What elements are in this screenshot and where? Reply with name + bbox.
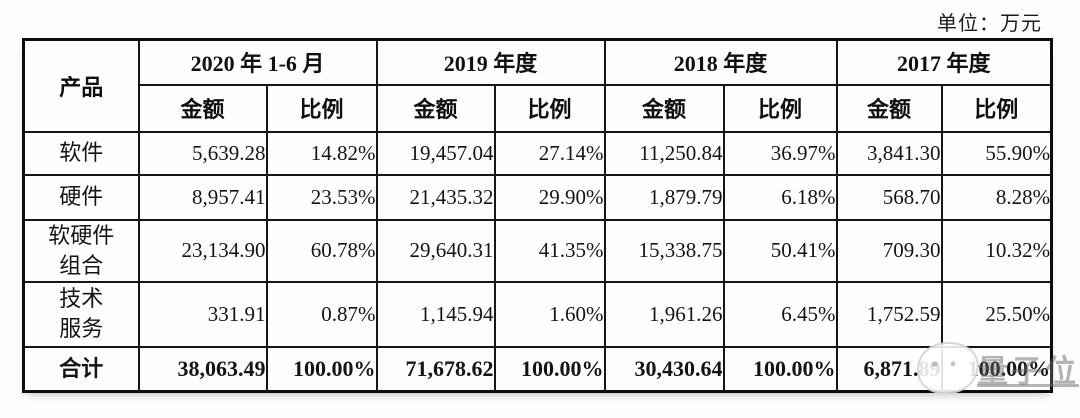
table-row-combo: 软硬件 组合 23,134.90 60.78% 29,640.31 41.35%… [22,218,1053,283]
header-row-periods: 产品 2020 年 1-6 月 2019 年度 2018 年度 2017 年度 [22,38,1053,133]
ratio-cell: 10.32% [940,218,1053,283]
period-header-2020: 2020 年 1-6 月 [137,38,378,86]
ratio-cell: 36.97% [722,130,838,176]
amount-cell: 5,639.28 [137,130,268,176]
ratio-header-2019: 比例 [493,83,606,133]
ratio-header-2017: 比例 [940,83,1053,133]
total-label-cell: 合计 [22,345,140,393]
product-cell: 硬件 [22,173,140,221]
amount-cell: 6,871.89 [835,345,943,393]
amount-cell: 1,145.94 [375,280,496,348]
table-row-hardware: 硬件 8,957.41 23.53% 21,435.32 29.90% 1,87… [22,173,1053,221]
ratio-cell: 100.00% [265,345,378,393]
product-cell: 技术 服务 [22,280,140,348]
amount-header-2019: 金额 [375,83,496,133]
amount-cell: 3,841.30 [835,130,943,176]
ratio-cell: 60.78% [265,218,378,283]
ratio-cell: 100.00% [940,345,1053,393]
amount-cell: 709.30 [835,218,943,283]
ratio-header-2018: 比例 [722,83,838,133]
ratio-cell: 0.87% [265,280,378,348]
header-row-measures: 金额 比例 金额 比例 金额 比例 金额 比例 [24,83,1053,133]
amount-cell: 71,678.62 [375,345,496,393]
ratio-cell: 8.28% [940,173,1053,221]
ratio-cell: 14.82% [265,130,378,176]
product-cell: 软硬件 组合 [22,218,140,283]
amount-cell: 29,640.31 [375,218,496,283]
amount-cell: 1,961.26 [603,280,725,348]
amount-cell: 8,957.41 [137,173,268,221]
product-column-header: 产品 [22,38,140,133]
amount-cell: 11,250.84 [603,130,725,176]
period-header-2019: 2019 年度 [375,38,606,86]
ratio-cell: 27.14% [493,130,606,176]
amount-cell: 1,879.79 [603,173,725,221]
amount-cell: 38,063.49 [137,345,268,393]
table-row-services: 技术 服务 331.91 0.87% 1,145.94 1.60% 1,961.… [22,280,1053,348]
ratio-cell: 41.35% [493,218,606,283]
ratio-cell: 100.00% [722,345,838,393]
amount-cell: 19,457.04 [375,130,496,176]
amount-cell: 21,435.32 [375,173,496,221]
ratio-cell: 25.50% [940,280,1053,348]
amount-cell: 568.70 [835,173,943,221]
amount-header-2020: 金额 [137,83,268,133]
amount-cell: 1,752.59 [835,280,943,348]
amount-cell: 15,338.75 [603,218,725,283]
amount-cell: 23,134.90 [137,218,268,283]
ratio-cell: 100.00% [493,345,606,393]
product-cell: 软件 [22,130,140,176]
unit-label: 单位：万元 [937,13,1042,35]
ratio-header-2020: 比例 [265,83,378,133]
ratio-cell: 6.18% [722,173,838,221]
ratio-cell: 50.41% [722,218,838,283]
amount-header-2018: 金额 [603,83,725,133]
amount-cell: 331.91 [137,280,268,348]
table-row-software: 软件 5,639.28 14.82% 19,457.04 27.14% 11,2… [22,130,1053,176]
period-header-2017: 2017 年度 [835,38,1053,86]
ratio-cell: 1.60% [493,280,606,348]
ratio-cell: 55.90% [940,130,1053,176]
amount-header-2017: 金额 [835,83,943,133]
revenue-by-product-table: 产品 2020 年 1-6 月 2019 年度 2018 年度 2017 年度 … [22,38,1054,393]
amount-cell: 30,430.64 [603,345,725,393]
ratio-cell: 29.90% [493,173,606,221]
table-row-total: 合计 38,063.49 100.00% 71,678.62 100.00% 3… [22,345,1053,393]
ratio-cell: 23.53% [265,173,378,221]
ratio-cell: 6.45% [722,280,838,348]
period-header-2018: 2018 年度 [603,38,838,86]
